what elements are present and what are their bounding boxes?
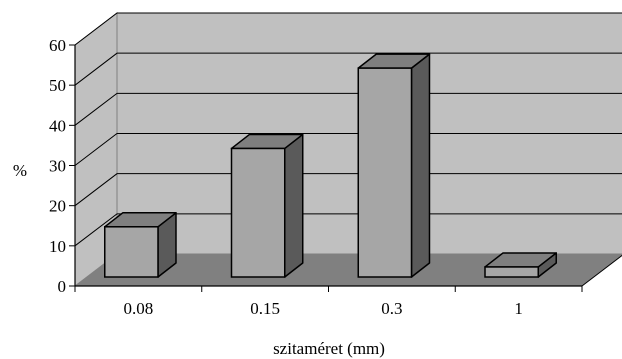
x-tick-labels: 0.08 0.15 0.3 1 — [124, 299, 523, 318]
gridline — [74, 213, 622, 247]
x-tick-label: 0.3 — [381, 299, 402, 318]
y-tick-label: 20 — [49, 197, 66, 216]
x-tick-label: 0.08 — [124, 299, 154, 318]
y-tick-label: 30 — [49, 157, 66, 176]
x-tick-label: 1 — [514, 299, 523, 318]
bar-0.3 — [357, 53, 431, 278]
axes — [69, 44, 622, 292]
bar-0.15 — [230, 133, 304, 278]
y-tick-label: 40 — [49, 116, 66, 135]
y-tick-labels: 0 10 20 30 40 50 60 — [49, 36, 66, 296]
gridline — [74, 12, 622, 46]
bars — [104, 53, 557, 278]
gridline — [74, 173, 622, 207]
bar-side — [410, 53, 431, 278]
bar-1 — [484, 252, 557, 278]
floor-edge-line — [581, 254, 622, 287]
bar-side — [283, 133, 304, 278]
floor — [75, 254, 622, 286]
gridlines — [74, 12, 622, 247]
y-tick-label: 50 — [49, 76, 66, 95]
y-tick-label: 60 — [49, 36, 66, 55]
bar-0.08 — [104, 212, 177, 278]
gridline — [74, 133, 622, 166]
bar-front — [484, 266, 539, 278]
bar-front — [357, 67, 413, 278]
y-tick-label: 10 — [49, 237, 66, 256]
bar-front — [230, 147, 286, 278]
y-tick-label: 0 — [58, 277, 67, 296]
x-axis-label: szitaméret (mm) — [273, 339, 385, 358]
x-tick-label: 0.15 — [250, 299, 280, 318]
y-axis-label: % — [13, 161, 27, 180]
gridline — [74, 52, 622, 86]
bar-front — [104, 226, 159, 278]
gridline — [74, 92, 622, 126]
